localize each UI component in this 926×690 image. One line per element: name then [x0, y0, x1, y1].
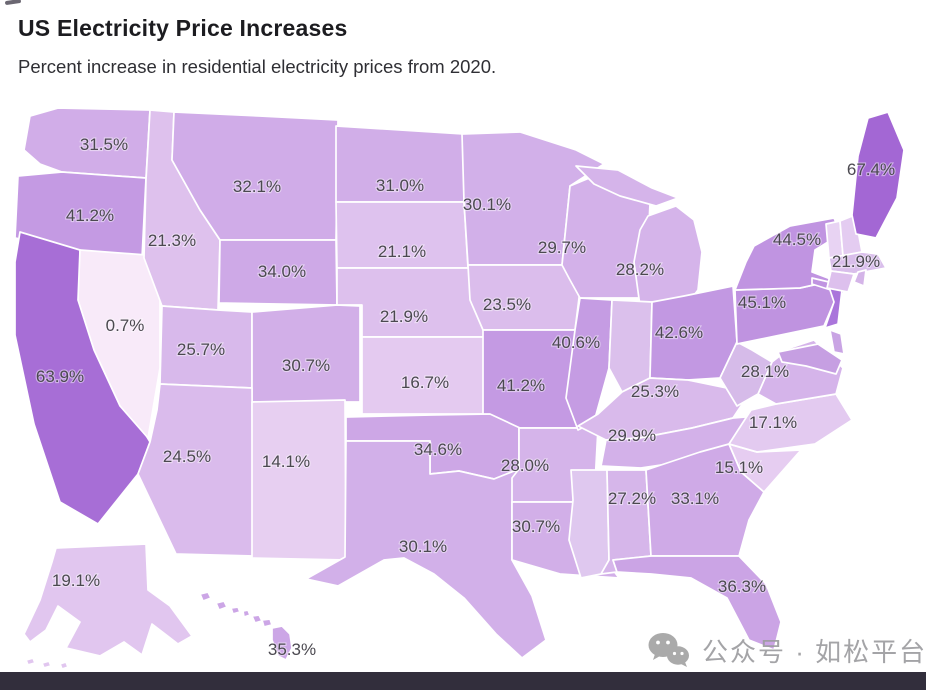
state-value-label-NM: 14.1%: [262, 452, 310, 471]
state-value-label-UT: 25.7%: [177, 340, 225, 359]
state-value-label-NE: 21.9%: [380, 307, 428, 326]
state-AK: [41, 660, 52, 669]
state-value-label-NY: 44.5%: [773, 230, 821, 249]
state-value-label-NC: 17.1%: [749, 413, 797, 432]
state-MS: [568, 469, 610, 579]
state-value-label-WY: 34.0%: [258, 262, 306, 281]
state-HI: [199, 591, 212, 602]
state-value-label-IA: 23.5%: [483, 295, 531, 314]
state-PA: [734, 281, 836, 345]
watermark-text: 公众号 · 如松平台: [702, 636, 926, 667]
state-DE: [829, 329, 845, 355]
state-value-label-OH: 42.6%: [655, 323, 703, 342]
state-CT: [826, 270, 855, 293]
state-HI: [271, 625, 293, 661]
state-IN: [608, 299, 653, 393]
state-HI: [251, 614, 263, 624]
state-value-label-LA: 30.7%: [512, 517, 560, 536]
state-NY: [734, 217, 842, 291]
state-HI: [215, 600, 228, 611]
state-value-label-OK: 34.6%: [414, 440, 462, 459]
state-NM: [251, 399, 347, 561]
state-MI: [633, 205, 703, 309]
state-HI: [242, 609, 251, 618]
state-value-label-WI: 29.7%: [538, 238, 586, 257]
state-value-label-MT: 32.1%: [233, 177, 281, 196]
state-value-label-CO: 30.7%: [282, 356, 330, 375]
state-value-label-CA: 63.9%: [36, 367, 84, 386]
page-title: US Electricity Price Increases: [18, 15, 348, 41]
state-CO: [251, 304, 361, 403]
state-RI: [853, 269, 867, 287]
state-value-label-FL: 36.3%: [718, 577, 766, 596]
state-TX: [305, 440, 547, 659]
state-value-label-MN: 30.1%: [463, 195, 511, 214]
state-value-label-IL: 40.6%: [552, 333, 600, 352]
state-value-label-AK: 19.1%: [52, 571, 100, 590]
state-AK: [59, 661, 69, 670]
state-value-label-HI: 35.3%: [268, 640, 316, 659]
state-value-label-MI: 28.2%: [616, 260, 664, 279]
state-value-label-ND: 31.0%: [376, 176, 424, 195]
header: US Electricity Price Increases Percent i…: [18, 14, 898, 78]
state-value-label-OR: 41.2%: [66, 206, 114, 225]
watermark: 公众号 · 如松平台: [646, 630, 926, 670]
state-HI: [261, 618, 273, 628]
state-value-label-ME: 67.4%: [847, 160, 895, 179]
state-value-label-TN: 29.9%: [608, 426, 656, 445]
state-FL: [612, 555, 782, 651]
state-value-label-GA: 33.1%: [671, 489, 719, 508]
state-value-label-AR: 28.0%: [501, 456, 549, 475]
state-value-label-KS: 16.7%: [401, 373, 449, 392]
state-HI: [230, 606, 241, 615]
state-MD: [777, 343, 843, 375]
state-value-label-NV: 0.7%: [106, 316, 145, 335]
state-MI: [575, 165, 679, 207]
state-AK: [25, 657, 36, 666]
wechat-icon: [648, 633, 689, 667]
page-subtitle: Percent increase in residential electric…: [18, 56, 497, 77]
state-value-label-SD: 21.1%: [378, 242, 426, 261]
bottom-bar: [0, 672, 926, 690]
state-value-label-CT: 21.9%: [832, 252, 880, 271]
state-ME: [851, 111, 905, 239]
state-AZ: [137, 383, 254, 557]
state-AK: [23, 543, 193, 657]
state-value-label-KY: 25.3%: [631, 382, 679, 401]
state-value-label-SC: 15.1%: [715, 458, 763, 477]
state-value-label-MO: 41.2%: [497, 376, 545, 395]
state-value-label-TX: 30.1%: [399, 537, 447, 556]
state-value-label-PA: 45.1%: [738, 293, 786, 312]
state-value-label-AL: 27.2%: [608, 489, 656, 508]
state-value-label-WA: 31.5%: [80, 135, 128, 154]
state-value-label-VA: 28.1%: [741, 362, 789, 381]
state-value-label-AZ: 24.5%: [163, 447, 211, 466]
state-value-label-ID: 21.3%: [148, 231, 196, 250]
